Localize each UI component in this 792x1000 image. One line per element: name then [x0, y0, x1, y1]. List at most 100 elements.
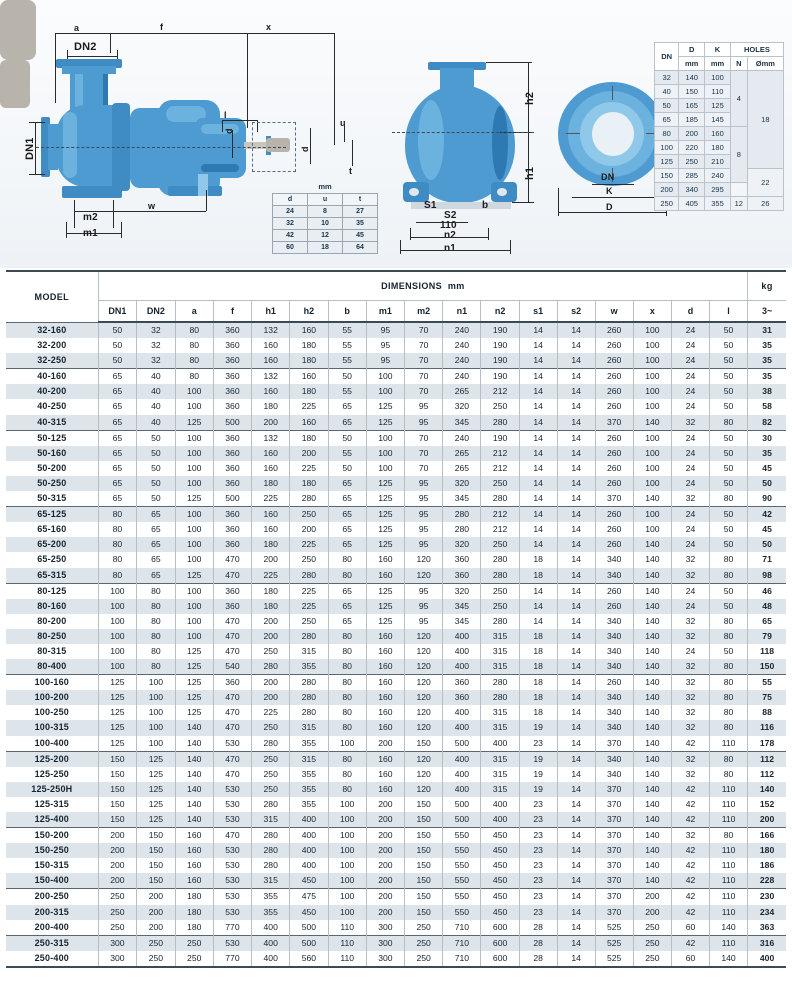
cell-n1: 550: [442, 843, 482, 859]
cell-l: 110: [708, 812, 749, 828]
cell-d: 60: [272, 241, 308, 254]
cell-m1: 300: [365, 934, 406, 951]
cell-n2: 400: [480, 735, 520, 752]
cell-d: 150: [678, 84, 706, 99]
cell-n2: 250: [480, 475, 520, 492]
cell-model: 80-250: [6, 628, 99, 644]
cell-DN1: 125: [97, 674, 138, 691]
cell-n1: 360: [442, 690, 482, 706]
cell-h2: 355: [289, 796, 329, 812]
cell-DN1: 200: [97, 843, 138, 859]
cell-model: 125-250: [6, 766, 99, 782]
flange-bolt-mark-right: [646, 133, 660, 134]
cell-a: 160: [174, 873, 214, 889]
cell-h2: 180: [289, 338, 329, 354]
cell-s2: 14: [556, 552, 596, 568]
cell-x: 100: [632, 522, 673, 538]
cell-m2: 70: [404, 338, 444, 354]
cell-s2: 14: [556, 321, 596, 339]
cell-s2: 14: [556, 399, 596, 415]
cell-s1: 14: [518, 491, 558, 507]
cell-d: 24: [671, 429, 710, 446]
cell-n2: 190: [480, 353, 520, 369]
cell-kg: 234: [747, 904, 786, 920]
cell-DN1: 80: [97, 506, 138, 523]
cell-x: 100: [632, 475, 673, 492]
cell-b: 50: [327, 460, 367, 476]
cell-l: 110: [708, 796, 749, 812]
cell-l: 50: [708, 338, 749, 354]
table-row: 100-400 125 100 140 530 280 355 100 200 150 500 400…: [6, 735, 786, 752]
dim-line-l: [222, 120, 257, 121]
cell-a: 140: [174, 812, 214, 828]
cell-d: 24: [671, 368, 710, 385]
table-row: 40-200 65 40 100 360 160 180 55 100 70 265 212 14 14 2…: [6, 384, 786, 400]
table-row: 40-250 65 40 100 360 180 225 65 125 95 320 250 14 14 2…: [6, 399, 786, 415]
cell-DN1: 250: [97, 919, 138, 936]
cell-m2: 120: [404, 567, 444, 584]
table-row: 80-200 100 80 100 470 200 250 65 125 95 345 280 14 14…: [6, 613, 786, 629]
cell-m2: 70: [404, 445, 444, 461]
cell-n1: 400: [442, 643, 482, 660]
dim-line-110: [416, 222, 468, 223]
cell-m1: 125: [365, 414, 406, 431]
front-base-plate: [411, 202, 511, 209]
dim-line-d-flange: [558, 212, 666, 213]
cell-n1: 240: [442, 338, 482, 354]
cell-model: 125-315: [6, 796, 99, 812]
cell-dn: 100: [653, 140, 680, 155]
table-row: 32-200 50 32 80 360 160 180 55 95 70 240 190 14 14 260…: [6, 338, 786, 354]
cell-w: 340: [594, 643, 634, 660]
cell-d: 32: [671, 690, 710, 706]
cell-model: 125-250H: [6, 781, 99, 797]
cell-n1: 345: [442, 613, 482, 629]
cell-x: 100: [632, 321, 673, 339]
cell-b: 65: [327, 414, 367, 431]
cell-k: 240: [704, 168, 731, 183]
cell-n2: 315: [480, 705, 520, 721]
cell-DN1: 65: [97, 368, 138, 385]
cell-a: 100: [174, 506, 214, 523]
cell-h2: 250: [289, 613, 329, 629]
cell-n1: 280: [442, 506, 482, 523]
cell-DN2: 100: [136, 735, 176, 752]
cell-b: 100: [327, 873, 367, 889]
dim-tick-x-left: [247, 33, 248, 128]
cell-l: 50: [708, 399, 749, 415]
header-col-n2: n2: [480, 300, 520, 323]
cell-b: 65: [327, 522, 367, 538]
cell-f: 530: [212, 873, 253, 889]
cell-model: 65-160: [6, 522, 99, 538]
cell-a: 180: [174, 888, 214, 905]
cell-h2: 280: [289, 705, 329, 721]
cell-l: 80: [708, 613, 749, 629]
cell-a: 100: [174, 598, 214, 614]
cell-l: 80: [708, 750, 749, 767]
pump-seal-chamber: [0, 60, 30, 108]
cell-kg: 82: [747, 414, 786, 431]
cell-h2: 450: [289, 873, 329, 889]
cell-w: 340: [594, 720, 634, 736]
cell-l: 80: [708, 567, 749, 584]
table-row: 125-315 150 125 140 530 280 355 100 200 150 500 400…: [6, 796, 786, 812]
dim-tick-m1-r: [121, 222, 122, 238]
cell-DN2: 40: [136, 399, 176, 415]
table-row: 100-200 125 100 125 470 200 280 80 160 120 360 280 1…: [6, 690, 786, 706]
cell-h1: 400: [251, 919, 291, 936]
cell-a: 160: [174, 827, 214, 844]
cell-DN2: 65: [136, 537, 176, 553]
dim-tick-n2-l: [410, 228, 411, 240]
label-m2: m2: [83, 212, 98, 223]
header-col-s2: s2: [556, 300, 596, 323]
table-row: 65-315 80 65 125 470 225 280 80 160 120 360 280 18 14…: [6, 567, 786, 584]
cell-d: 32: [671, 491, 710, 507]
cell-f: 770: [212, 919, 253, 936]
header-col-a: a: [174, 300, 214, 323]
cell-b: 100: [327, 812, 367, 828]
dn-table-head: DN D K HOLES mm mm N Ømm: [653, 42, 785, 71]
cell-a: 100: [174, 522, 214, 538]
cell-s1: 14: [518, 353, 558, 369]
diagram-area: a f x DN2 DN1: [0, 0, 792, 268]
cell-h2: 225: [289, 598, 329, 614]
